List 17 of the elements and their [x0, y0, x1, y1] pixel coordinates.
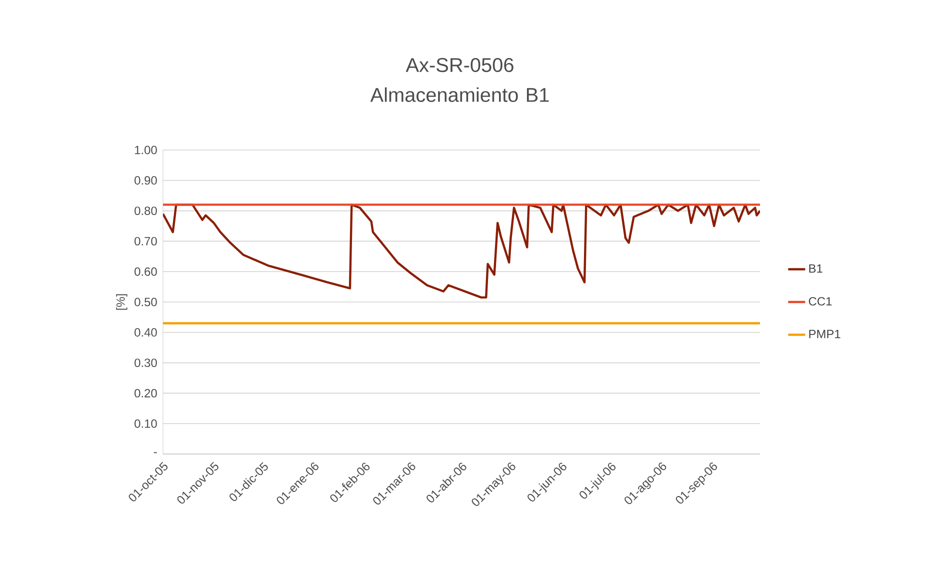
- y-tick-label: 0.90: [134, 176, 157, 185]
- y-tick-label: -: [154, 452, 157, 454]
- legend-label: PMP1: [809, 330, 840, 338]
- y-tick-label: 0.70: [134, 236, 157, 246]
- line-series: [163, 204, 760, 299]
- y-tick-label: 0.80: [134, 206, 157, 216]
- y-tick-label: 0.20: [134, 388, 157, 398]
- legend-label: B1: [809, 264, 822, 273]
- y-tick-label: 1.00: [134, 146, 157, 154]
- legend-label: CC1: [808, 297, 832, 306]
- chart-title: Ax-SR-0506 Almacenamiento B1: [370, 58, 549, 102]
- y-tick-label: 0.30: [134, 358, 157, 368]
- y-axis-title: [%]: [116, 294, 128, 310]
- y-tick-label: 0.60: [134, 267, 157, 276]
- y-tick-label: 0.50: [134, 298, 157, 306]
- y-tick-label: 0.40: [134, 328, 157, 337]
- y-tick-label: 0.10: [134, 419, 157, 428]
